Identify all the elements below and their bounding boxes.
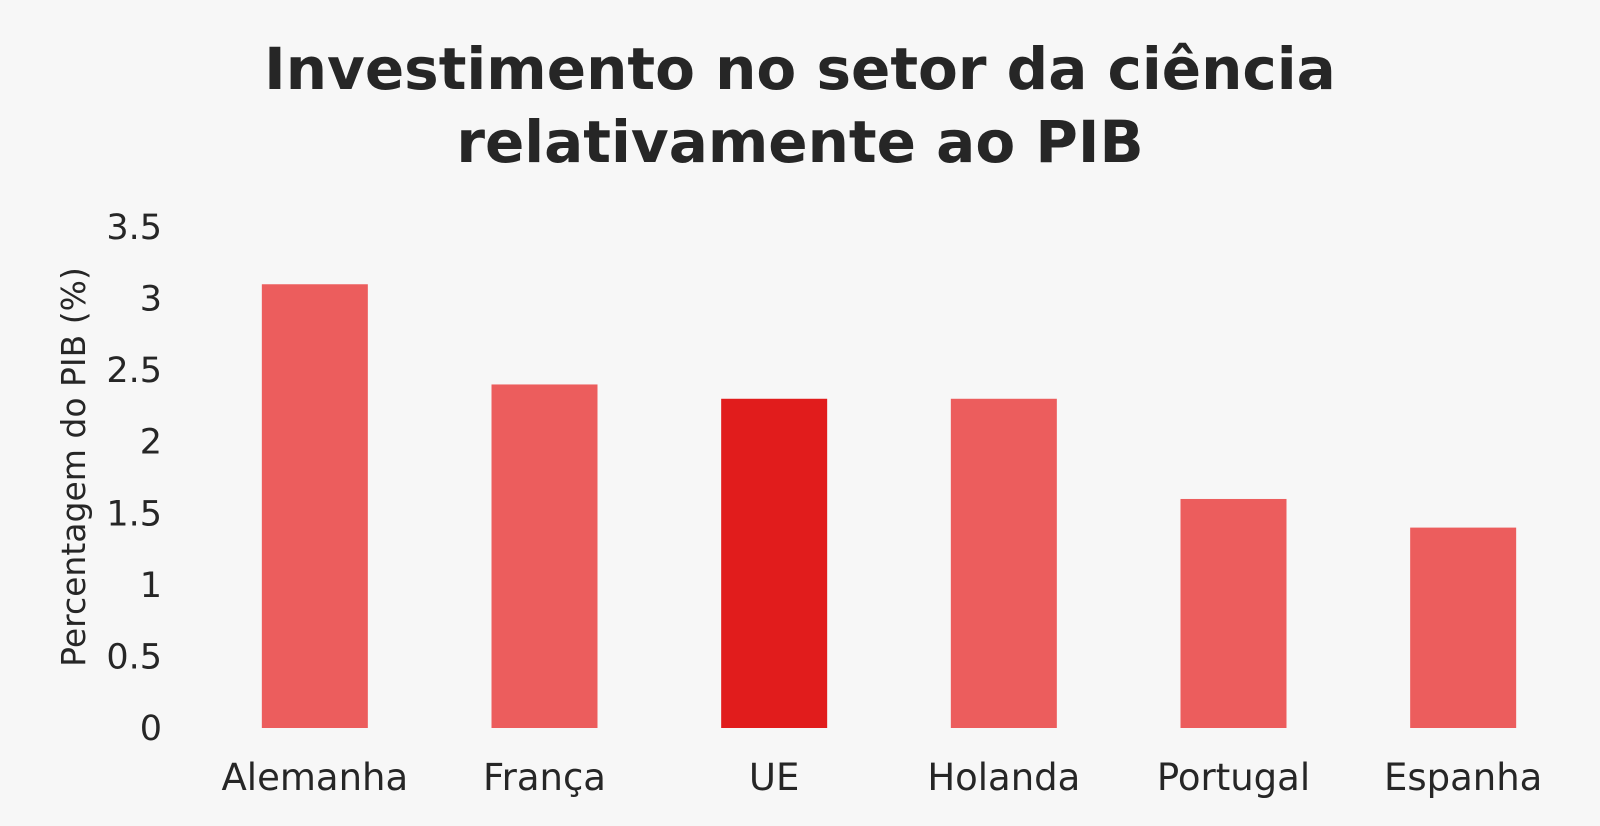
y-tick-label: 0 — [140, 709, 162, 749]
bar-frança — [491, 384, 598, 728]
chart-title-line-2: relativamente ao PIB — [456, 108, 1143, 176]
y-tick-label: 0.5 — [106, 637, 162, 677]
y-tick-label: 3.5 — [106, 208, 162, 248]
y-tick-label: 2 — [140, 423, 162, 463]
chart-title-line-1: Investimento no setor da ciência — [264, 35, 1336, 103]
y-axis-ticks: 0 0.5 1 1.5 2 2.5 3 3.5 — [106, 208, 162, 749]
x-tick-label: UE — [749, 756, 799, 799]
x-tick-label: Holanda — [927, 756, 1080, 799]
y-tick-label: 2.5 — [106, 351, 162, 391]
y-axis-label: Percentagem do PIB (%) — [54, 267, 93, 667]
x-tick-label: Portugal — [1157, 756, 1310, 799]
bar-portugal — [1180, 498, 1287, 728]
bars — [261, 284, 1517, 728]
y-tick-label: 3 — [140, 280, 162, 320]
bar-espanha — [1410, 527, 1517, 728]
x-axis-labels: Alemanha França UE Holanda Portugal Espanha — [222, 756, 1543, 799]
bar-alemanha — [261, 284, 368, 728]
x-tick-label: França — [483, 756, 606, 799]
bar-holanda — [950, 398, 1057, 728]
x-tick-label: Alemanha — [222, 756, 409, 799]
y-tick-label: 1.5 — [106, 494, 162, 534]
bar-ue — [721, 398, 828, 728]
y-tick-label: 1 — [140, 566, 162, 606]
x-tick-label: Espanha — [1384, 756, 1542, 799]
